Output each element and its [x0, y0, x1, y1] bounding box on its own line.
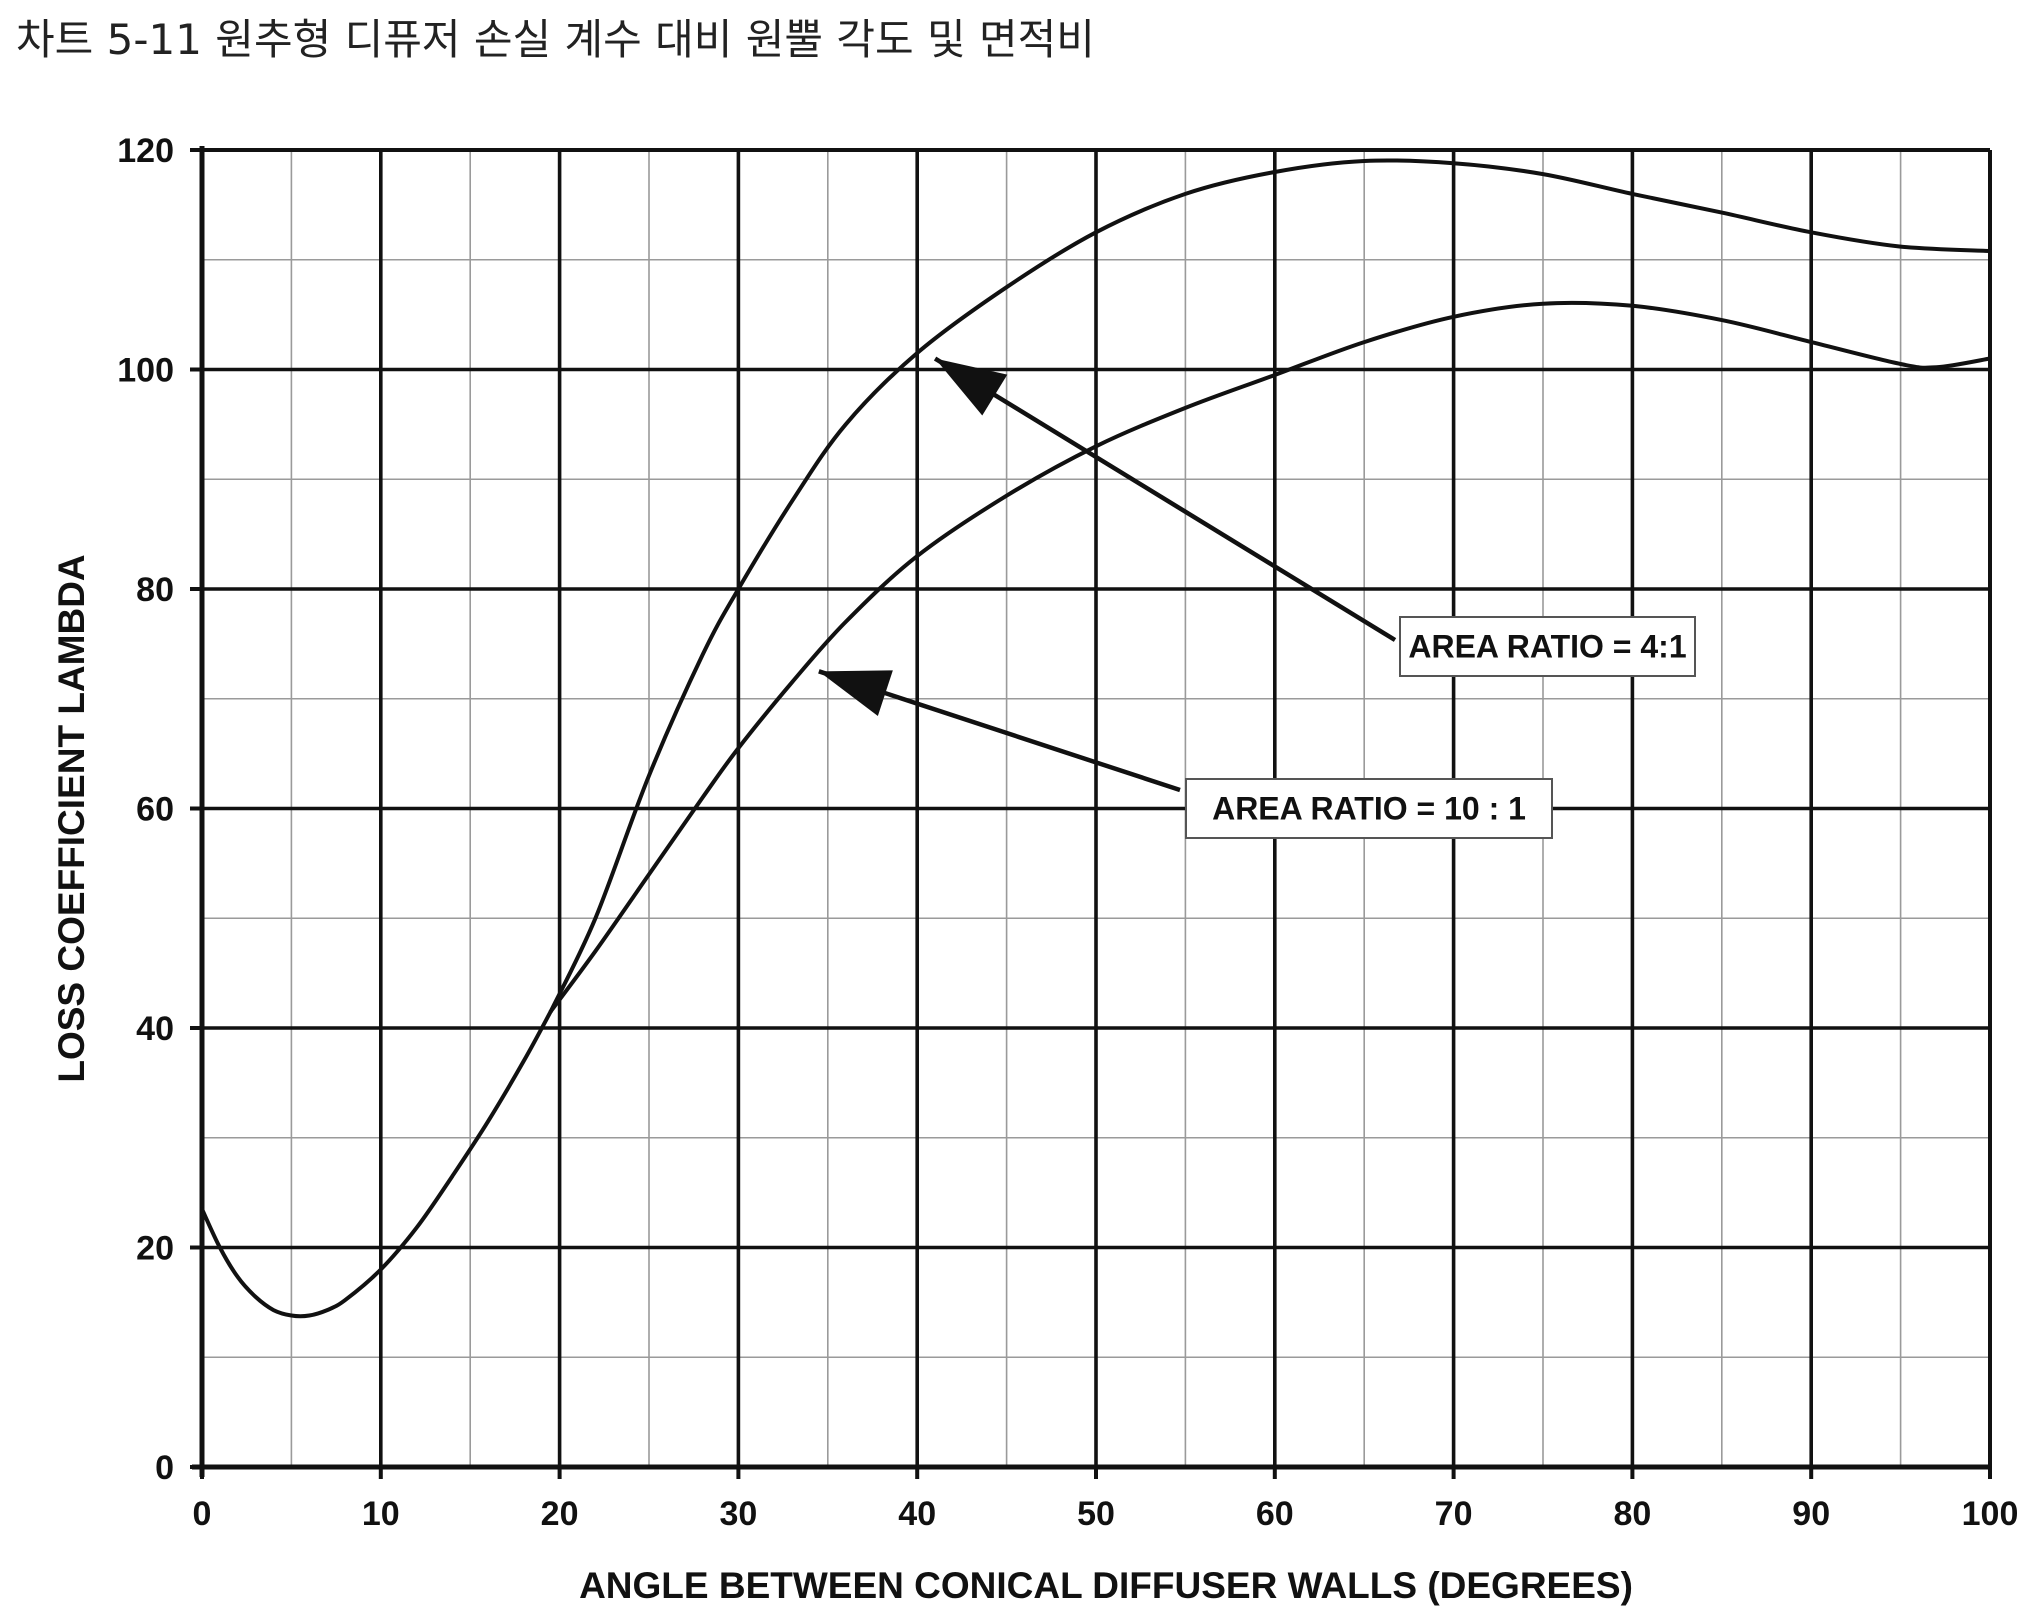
curve-area-ratio-4-1	[548, 158, 1992, 1014]
x-tick-label: 0	[193, 1495, 212, 1533]
callout-area-ratio-4-1-box	[1399, 616, 1696, 677]
tick-labels: 0 10 20 30 40 50 60 70 80 90 100 0 20 40 60 80 100 120	[117, 132, 2018, 1533]
x-tick-label: 40	[898, 1495, 936, 1533]
callout-area-ratio-4-1-label: AREA RATIO = 4:1	[1408, 629, 1686, 665]
annotations: AREA RATIO = 4:1 AREA RATIO = 10 : 1	[818, 356, 1696, 839]
y-tick-label: 120	[117, 132, 174, 170]
y-tick-label: 0	[155, 1449, 174, 1487]
y-tick-label: 20	[136, 1230, 174, 1268]
series-layer	[200, 158, 1992, 1319]
callout-area-ratio-10-1-box	[1185, 778, 1553, 839]
x-tick-label: 60	[1256, 1495, 1294, 1533]
callout-area-ratio-4-1-arrowhead	[935, 358, 1008, 416]
y-tick-label: 100	[117, 352, 174, 390]
curve-shared-segment	[200, 1009, 553, 1319]
x-tick-label: 90	[1792, 1495, 1830, 1533]
callout-area-ratio-10-1-label: AREA RATIO = 10 : 1	[1212, 791, 1526, 827]
plot-frame	[190, 146, 1992, 1479]
y-axis-label: LOSS COEFFICIENT LAMBDA	[51, 554, 92, 1082]
x-axis-label: ANGLE BETWEEN CONICAL DIFFUSER WALLS (DE…	[579, 1565, 1633, 1606]
x-tick-label: 50	[1077, 1495, 1115, 1533]
y-tick-label: 80	[136, 571, 174, 609]
x-tick-label: 80	[1613, 1495, 1651, 1533]
x-tick-label: 20	[541, 1495, 579, 1533]
callout-area-ratio-4-1-arrow	[933, 356, 1397, 642]
x-tick-label: 70	[1435, 1495, 1473, 1533]
x-tick-label: 10	[362, 1495, 400, 1533]
y-tick-label: 40	[136, 1010, 174, 1048]
y-tick-label: 60	[136, 791, 174, 829]
callout-area-ratio-10-1-arrowhead	[818, 670, 893, 716]
x-tick-label: 100	[1962, 1495, 2019, 1533]
chart-caption: 차트 5-11 원추형 디퓨저 손실 계수 대비 원뿔 각도 및 면적비	[16, 15, 1095, 64]
curve-area-ratio-10-1	[548, 300, 1992, 1014]
x-tick-label: 30	[719, 1495, 757, 1533]
